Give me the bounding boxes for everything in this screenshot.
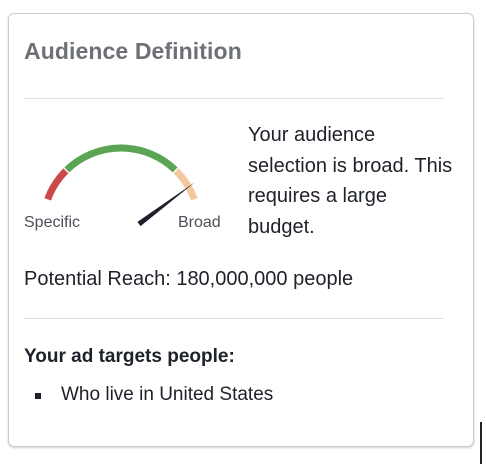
targets-list: Who live in United States <box>24 382 273 408</box>
bullet-icon <box>35 393 41 399</box>
audience-breadth-gauge <box>44 144 198 227</box>
gauge-middle-segment <box>64 144 178 173</box>
list-item: Who live in United States <box>24 382 273 408</box>
gauge-label-broad: Broad <box>178 214 221 231</box>
panel-title: Audience Definition <box>24 38 242 64</box>
audience-breadth-message: Your audience selection is broad. This r… <box>248 124 453 238</box>
potential-reach: Potential Reach: 180,000,000 people <box>24 268 354 290</box>
gauge-label-specific: Specific <box>24 214 81 231</box>
divider <box>24 318 444 319</box>
text-cursor <box>480 422 482 464</box>
target-location: Who live in United States <box>61 384 274 405</box>
divider <box>24 98 444 99</box>
audience-definition-panel <box>8 13 474 447</box>
targets-heading: Your ad targets people: <box>24 346 235 367</box>
gauge-specific-segment <box>44 168 69 201</box>
gauge-needle <box>137 182 196 227</box>
gauge-broad-segment <box>173 168 198 201</box>
